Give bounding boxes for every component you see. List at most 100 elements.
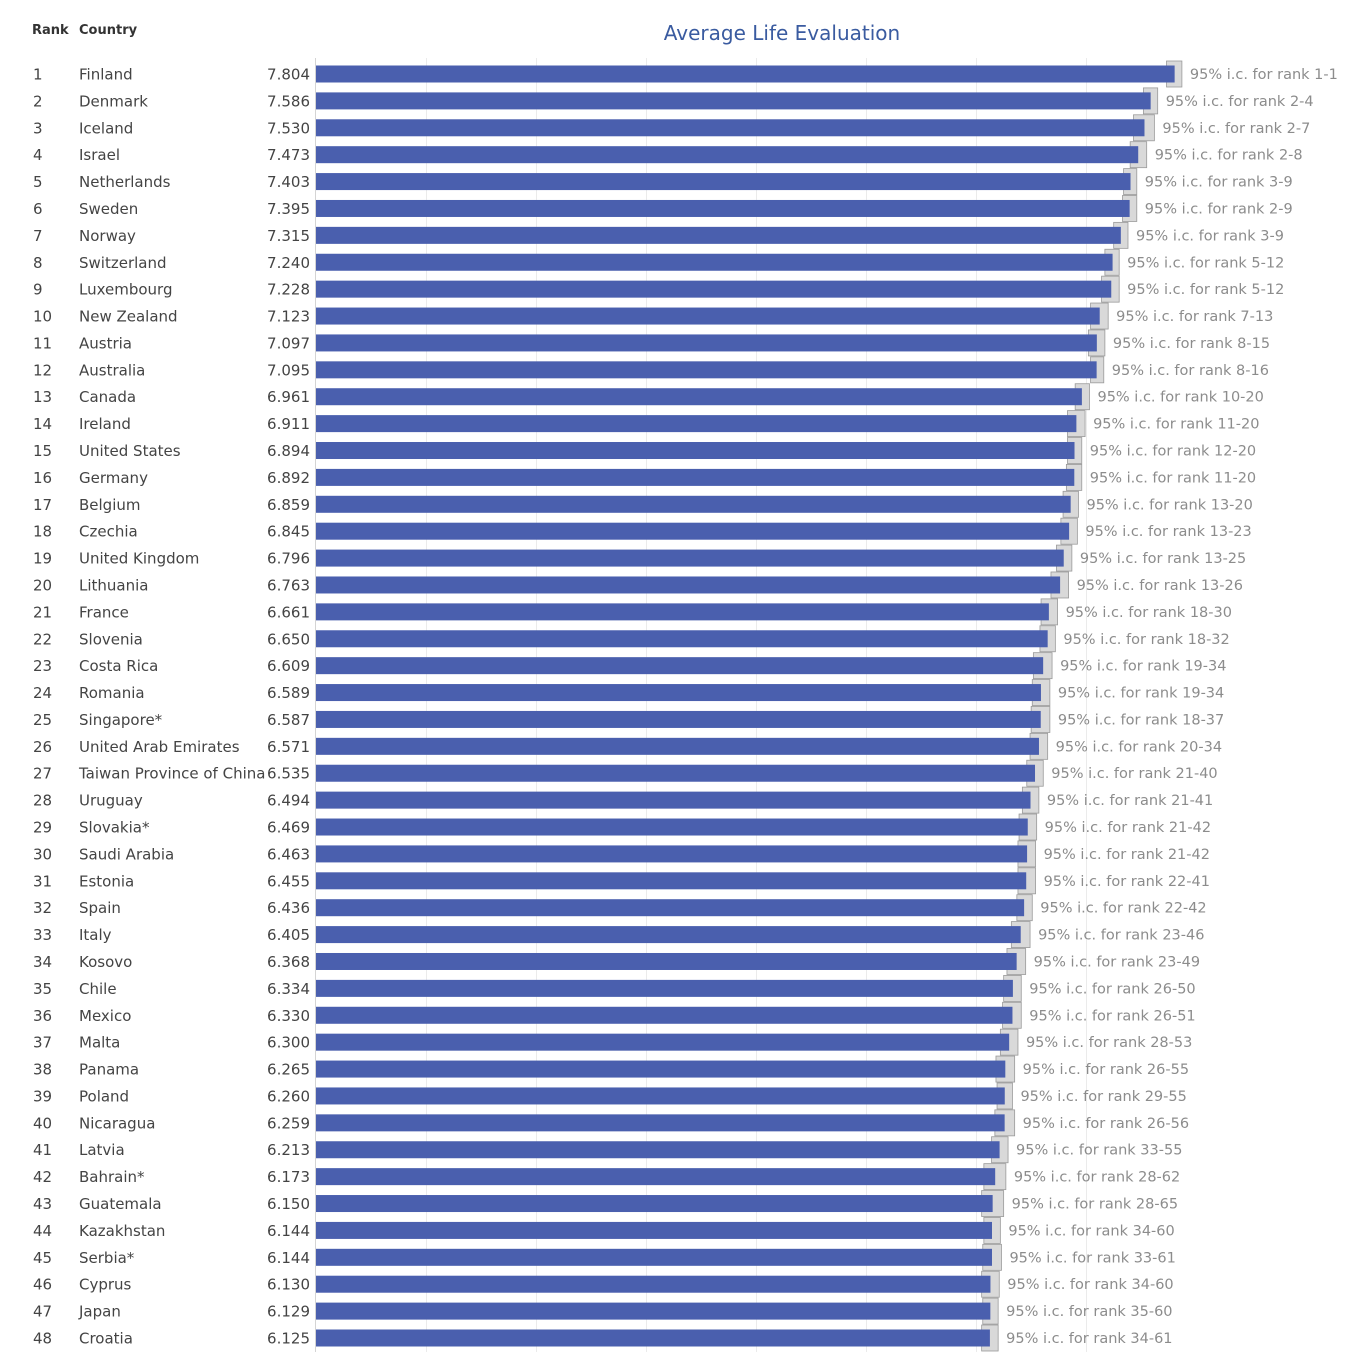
- ci-label: 95% i.c. for rank 33-61: [1009, 1250, 1175, 1266]
- country-label: Iceland: [79, 119, 133, 137]
- value-bar: [316, 1221, 992, 1239]
- ci-label: 95% i.c. for rank 8-15: [1113, 336, 1270, 352]
- value-bar: [316, 1087, 1005, 1105]
- value-bar: [316, 307, 1100, 325]
- rank-label: 41: [33, 1141, 52, 1159]
- value-label: 6.589: [267, 684, 310, 702]
- value-bar: [316, 737, 1039, 755]
- chart-row: 26 United Arab Emirates 6.571 95% i.c. for …: [33, 732, 1222, 760]
- ci-label: 95% i.c. for rank 10-20: [1097, 390, 1263, 406]
- rank-label: 20: [33, 576, 52, 594]
- rank-label: 10: [33, 308, 52, 326]
- value-label: 7.403: [267, 173, 310, 191]
- value-bar: [316, 926, 1021, 944]
- value-bar: [316, 1275, 991, 1293]
- rank-label: 21: [33, 603, 52, 621]
- country-label: Romania: [79, 684, 145, 702]
- country-label: Singapore*: [79, 711, 163, 729]
- chart-row: 19 United Kingdom 6.796 95% i.c. for rank 1…: [33, 544, 1246, 572]
- value-bar: [316, 710, 1041, 728]
- value-bar: [316, 173, 1131, 191]
- rank-label: 27: [33, 765, 52, 783]
- rank-label: 1: [33, 66, 43, 84]
- rank-label: 22: [33, 630, 52, 648]
- value-label: 6.213: [267, 1141, 310, 1159]
- value-bar: [316, 818, 1028, 836]
- value-label: 7.240: [267, 254, 310, 272]
- value-label: 6.455: [267, 872, 310, 890]
- rank-label: 43: [33, 1195, 52, 1213]
- value-bar: [316, 549, 1064, 567]
- rank-label: 31: [33, 872, 52, 890]
- ci-label: 95% i.c. for rank 21-42: [1044, 847, 1210, 863]
- ci-label: 95% i.c. for rank 34-60: [1007, 1277, 1173, 1293]
- country-label: Chile: [79, 980, 117, 998]
- country-label: Sweden: [79, 200, 138, 218]
- value-label: 7.097: [267, 334, 310, 352]
- country-label: France: [79, 603, 129, 621]
- chart-row: 5 Netherlands 7.403 95% i.c. for rank 3-9: [33, 168, 1293, 195]
- value-label: 7.095: [267, 361, 310, 379]
- rank-label: 26: [33, 738, 52, 756]
- chart-row: 48 Croatia 6.125 95% i.c. for rank 34-61: [33, 1324, 1173, 1352]
- value-bar: [316, 899, 1025, 917]
- chart-row: 22 Slovenia 6.650 95% i.c. for rank 18-32: [33, 625, 1230, 653]
- value-label: 6.763: [267, 576, 310, 594]
- ci-label: 95% i.c. for rank 13-23: [1085, 524, 1251, 540]
- chart-row: 3 Iceland 7.530 95% i.c. for rank 2-7: [33, 114, 1310, 142]
- chart-row: 42 Bahrain* 6.173 95% i.c. for rank 28-62: [33, 1163, 1180, 1191]
- ci-label: 95% i.c. for rank 2-7: [1162, 121, 1310, 137]
- country-label: Croatia: [79, 1330, 133, 1348]
- rank-label: 45: [33, 1249, 52, 1267]
- chart-row: 10 New Zealand 7.123 95% i.c. for rank 7-13: [33, 302, 1273, 330]
- country-label: Latvia: [79, 1141, 125, 1159]
- rank-label: 12: [33, 361, 52, 379]
- ci-label: 95% i.c. for rank 28-62: [1014, 1170, 1180, 1186]
- value-label: 6.469: [267, 819, 310, 837]
- rank-label: 34: [33, 953, 52, 971]
- chart-row: 43 Guatemala 6.150 95% i.c. for rank 28-65: [33, 1190, 1178, 1217]
- value-bar: [316, 1114, 1005, 1132]
- rank-label: 24: [33, 684, 52, 702]
- value-bar: [316, 119, 1145, 137]
- value-bar: [316, 872, 1027, 890]
- ci-label: 95% i.c. for rank 3-9: [1136, 228, 1284, 244]
- value-label: 6.405: [267, 926, 310, 944]
- rank-label: 14: [33, 415, 52, 433]
- value-bar: [316, 361, 1097, 379]
- rank-label: 33: [33, 926, 52, 944]
- country-label: Germany: [79, 469, 148, 487]
- ci-label: 95% i.c. for rank 33-55: [1016, 1143, 1182, 1159]
- chart-row: 17 Belgium 6.859 95% i.c. for rank 13-20: [33, 490, 1253, 518]
- chart-row: 44 Kazakhstan 6.144 95% i.c. for rank 34-60: [33, 1217, 1175, 1244]
- country-label: Slovakia*: [79, 819, 150, 837]
- country-label: Estonia: [79, 872, 134, 890]
- rank-label: 37: [33, 1034, 52, 1052]
- value-bar: [316, 1033, 1010, 1051]
- ci-label: 95% i.c. for rank 2-9: [1145, 201, 1293, 217]
- ci-label: 95% i.c. for rank 5-12: [1127, 255, 1284, 271]
- rank-label: 17: [33, 496, 52, 514]
- chart-row: 38 Panama 6.265 95% i.c. for rank 26-55: [33, 1055, 1189, 1083]
- country-label: Kazakhstan: [79, 1222, 165, 1240]
- chart-row: 11 Austria 7.097 95% i.c. for rank 8-15: [33, 329, 1270, 357]
- chart-row: 30 Saudi Arabia 6.463 95% i.c. for rank 21-…: [33, 840, 1210, 868]
- ci-label: 95% i.c. for rank 29-55: [1020, 1089, 1186, 1105]
- value-label: 6.571: [267, 738, 310, 756]
- value-bar: [316, 1329, 990, 1347]
- value-label: 7.586: [267, 92, 310, 110]
- rank-label: 9: [33, 281, 43, 299]
- rank-label: 44: [33, 1222, 52, 1240]
- value-bar: [316, 495, 1071, 513]
- value-label: 6.150: [267, 1195, 310, 1213]
- value-label: 6.609: [267, 657, 310, 675]
- country-label: Lithuania: [79, 576, 148, 594]
- rank-label: 2: [33, 92, 43, 110]
- value-bar: [316, 65, 1175, 83]
- country-label: Slovenia: [79, 630, 143, 648]
- value-label: 7.228: [267, 281, 310, 299]
- ci-label: 95% i.c. for rank 28-53: [1026, 1035, 1192, 1051]
- value-bar: [316, 199, 1130, 217]
- ci-label: 95% i.c. for rank 18-30: [1066, 605, 1232, 621]
- country-label: Czechia: [79, 523, 138, 541]
